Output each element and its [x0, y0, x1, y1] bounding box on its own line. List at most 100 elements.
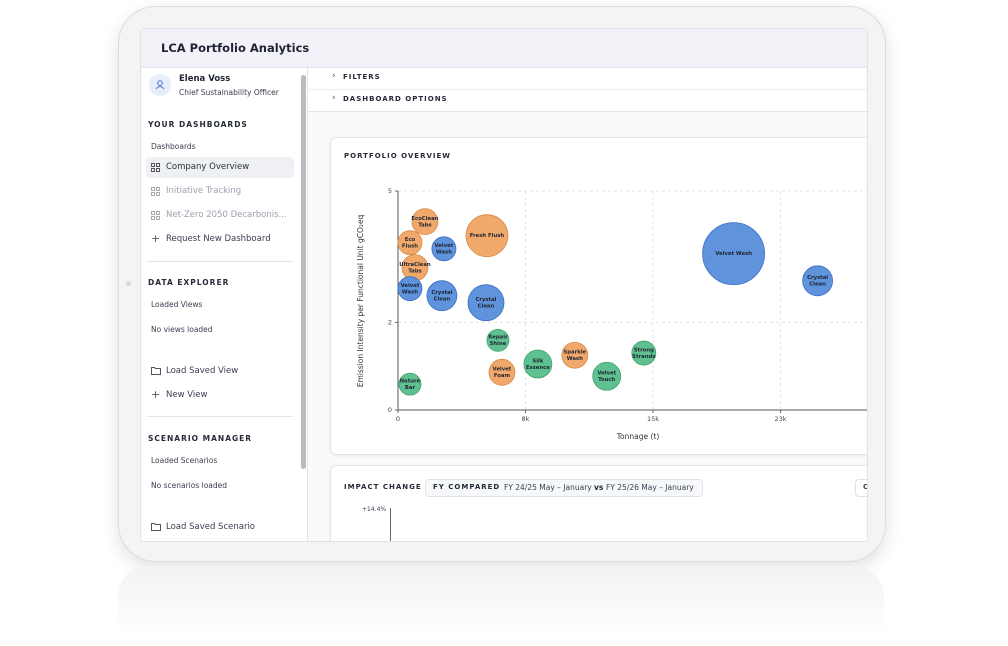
- y-tick-label: +14.4%: [362, 506, 387, 513]
- bubble: [486, 328, 510, 352]
- pill-label: FY COMPARED: [433, 483, 501, 491]
- bubble: [431, 236, 457, 262]
- group-label: Dashboards: [151, 142, 196, 151]
- nav-item[interactable]: Net-Zero 2050 Decarbonis...: [166, 210, 287, 220]
- avatar: [149, 74, 171, 96]
- x-axis-label: Tonnage (t): [616, 432, 660, 441]
- bubble-label: EcoClean: [411, 216, 438, 222]
- bubble-label: Nature: [400, 378, 421, 384]
- period: FY 25/26 May – January: [606, 483, 694, 492]
- user-role: Chief Sustainability Officer: [179, 88, 279, 97]
- options-bar: [308, 68, 867, 112]
- bubble-label: Clean: [809, 282, 826, 288]
- period-pill[interactable]: [425, 479, 703, 497]
- grid-icon: [151, 187, 160, 196]
- action[interactable]: Load Saved View: [166, 366, 239, 376]
- bubble-label: Velvet: [493, 367, 512, 373]
- card-title: IMPACT CHANGE: [344, 483, 422, 491]
- bubble: [631, 340, 657, 366]
- bubble: [488, 358, 516, 386]
- bubble-label: Velvet: [401, 283, 420, 289]
- impact-card: [330, 465, 867, 541]
- bubble-label: Touch: [598, 377, 615, 383]
- y-axis-label: Emission Intensity per Functional Unit g…: [356, 215, 365, 388]
- bubble: [702, 222, 766, 286]
- bubble-label: Fresh Flush: [470, 233, 505, 239]
- bubble-label: Strong: [634, 347, 654, 353]
- bubble-label: Repair: [488, 335, 508, 341]
- bubble: [592, 361, 622, 391]
- y-tick-label: 0: [388, 406, 392, 414]
- screen: LCA Portfolio Analytics Elena Voss Chief…: [140, 28, 868, 542]
- bubble-label: Wash: [567, 356, 583, 362]
- bubble-label: Shine: [490, 341, 507, 347]
- grid-icon: [151, 163, 160, 172]
- nav-item[interactable]: Company Overview: [166, 162, 250, 172]
- sidebar: Elena Voss Chief Sustainability Officer …: [141, 68, 307, 541]
- user-name: Elena Voss: [179, 74, 231, 84]
- bubble-label: Velvet: [435, 243, 454, 249]
- group-label: Loaded Views: [151, 300, 203, 309]
- bubble-label: Silk: [532, 358, 543, 364]
- bubble-label: Velvet: [597, 371, 616, 377]
- bubble: [397, 276, 423, 302]
- camera-dot: [126, 281, 131, 286]
- x-tick-label: 0: [396, 415, 400, 423]
- section-toggle[interactable]: FILTERS: [343, 73, 381, 81]
- grid-icon: [151, 211, 160, 220]
- nav-item[interactable]: Initiative Tracking: [166, 186, 242, 196]
- y-tick-label: 5: [388, 187, 392, 195]
- button[interactable]: [855, 479, 867, 497]
- bubble-label: Crystal: [807, 275, 828, 281]
- bubble-chart: PORTFOLIO OVERVIEW Tonnage (t) Emission …: [344, 152, 867, 441]
- section-heading: YOUR DASHBOARDS: [148, 120, 248, 129]
- bubble-label: Eco: [405, 237, 416, 243]
- bubble-label: UltraClean: [399, 262, 431, 268]
- empty-state: No views loaded: [151, 325, 213, 334]
- bubble-label: Bar: [405, 385, 416, 391]
- bubble: [523, 349, 553, 379]
- x-tick-label: 15k: [647, 415, 659, 423]
- action[interactable]: Load Saved Scenario: [166, 522, 256, 532]
- bubble-label: Sparkle: [563, 350, 586, 356]
- bubble: [398, 372, 422, 396]
- bubble-label: Strands: [632, 354, 655, 360]
- bubble-label: Wash: [436, 250, 452, 256]
- chart-title: PORTFOLIO OVERVIEW: [344, 152, 451, 160]
- button-label: C: [863, 483, 868, 491]
- section-heading: SCENARIO MANAGER: [148, 434, 253, 443]
- bubble: [467, 284, 505, 322]
- group-label: Loaded Scenarios: [151, 456, 218, 465]
- x-tick-label: 8k: [522, 415, 530, 423]
- bubble-label: Clean: [434, 296, 451, 302]
- scrollbar: [301, 75, 306, 469]
- bubble-label: Wash: [402, 289, 418, 295]
- plus-icon: +: [151, 388, 161, 401]
- header: LCA Portfolio Analytics: [141, 29, 867, 68]
- vs: vs: [594, 483, 604, 492]
- folder-icon: [151, 523, 161, 531]
- bubble-label: Crystal: [475, 297, 496, 303]
- app-title: LCA Portfolio Analytics: [161, 41, 310, 55]
- bubble-label: Tabs: [418, 222, 431, 228]
- reflection: [118, 566, 884, 636]
- bubble-label: Tabs: [408, 268, 421, 274]
- folder-icon: [151, 367, 161, 375]
- bubble: [561, 341, 589, 369]
- avatar-icon: [155, 80, 165, 90]
- bubble-label: Crystal: [431, 290, 452, 296]
- bubble-label: Essence: [526, 365, 550, 371]
- bubble-label: Flush: [402, 243, 418, 249]
- nav-item[interactable]: Request New Dashboard: [166, 234, 271, 244]
- chevron: ›: [332, 71, 336, 81]
- active-item-bg: [146, 157, 294, 178]
- sidebar-border: [307, 68, 308, 541]
- bubble: [426, 280, 458, 312]
- main: › FILTERS › DASHBOARD OPTIONS IMPACT CHA…: [308, 68, 867, 541]
- y-tick-label: 2: [388, 318, 392, 326]
- action[interactable]: New View: [166, 390, 208, 400]
- period: FY 24/25 May – January: [504, 483, 592, 492]
- section-toggle[interactable]: DASHBOARD OPTIONS: [343, 95, 448, 103]
- section-heading: DATA EXPLORER: [148, 278, 230, 287]
